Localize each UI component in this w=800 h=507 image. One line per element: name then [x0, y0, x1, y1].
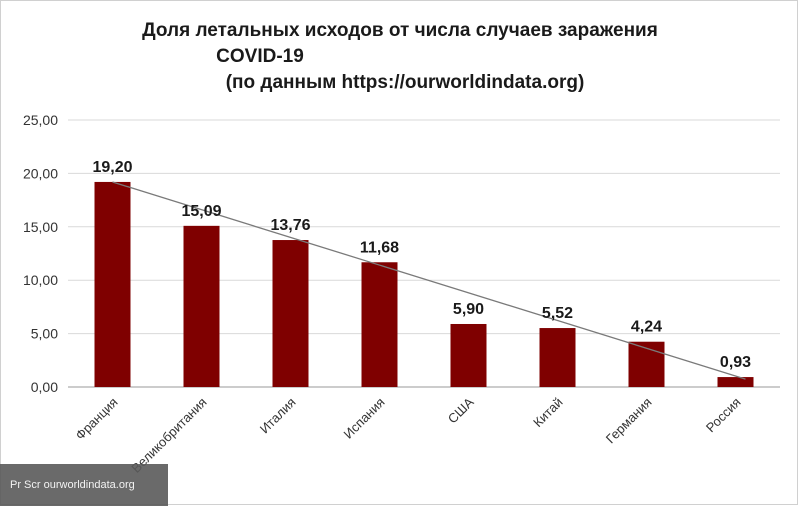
x-tick-label: Германия	[603, 395, 655, 447]
y-tick-label: 10,00	[23, 272, 58, 288]
value-label: 5,52	[542, 305, 573, 322]
title-line-2: COVID-19	[216, 46, 304, 67]
bar	[628, 341, 665, 387]
x-axis: Франция Великобритания Италия Испания США Кит…	[72, 394, 743, 475]
y-axis: 0,00 5,00 10,00 15,00 20,00 25,00	[23, 112, 58, 395]
trendline	[112, 181, 746, 380]
title-line-1: Доля летальных исходов от числа случаев …	[142, 20, 658, 41]
y-tick-label: 0,00	[31, 379, 58, 395]
value-label: 4,24	[631, 319, 662, 336]
value-label: 0,93	[720, 354, 751, 371]
value-label: 13,76	[270, 217, 310, 234]
x-tick-label: Италия	[257, 395, 299, 437]
grid-lines	[68, 119, 780, 388]
x-tick-label: Китай	[530, 395, 565, 430]
value-label: 15,09	[181, 203, 221, 220]
bars	[94, 181, 754, 387]
value-labels: 19,20 15,09 13,76 11,68 5,90 5,52 4,24 0,93	[92, 159, 751, 371]
x-tick-label: Россия	[703, 395, 744, 436]
trendline-group	[112, 181, 746, 380]
x-tick-label: Испания	[341, 395, 388, 442]
y-tick-label: 15,00	[23, 219, 58, 235]
value-label: 19,20	[92, 159, 132, 176]
y-tick-label: 20,00	[23, 165, 58, 181]
bar	[272, 240, 309, 387]
x-tick-label: США	[445, 394, 477, 426]
bar	[539, 328, 576, 387]
title-line-3: (по данным https://ourworldindata.org)	[225, 72, 585, 93]
watermark: Pr Scr ourworldindata.org	[0, 464, 168, 506]
y-tick-label: 5,00	[31, 326, 58, 342]
x-tick-label: Франция	[72, 395, 120, 443]
bar	[183, 225, 220, 387]
y-tick-label: 25,00	[23, 112, 58, 128]
bar	[717, 377, 754, 387]
chart-title: Доля летальных исходов от числа случаев …	[0, 18, 800, 96]
value-label: 5,90	[453, 301, 484, 318]
bar	[361, 262, 398, 387]
bar	[450, 323, 487, 387]
value-label: 11,68	[360, 239, 399, 256]
bar	[94, 181, 131, 387]
